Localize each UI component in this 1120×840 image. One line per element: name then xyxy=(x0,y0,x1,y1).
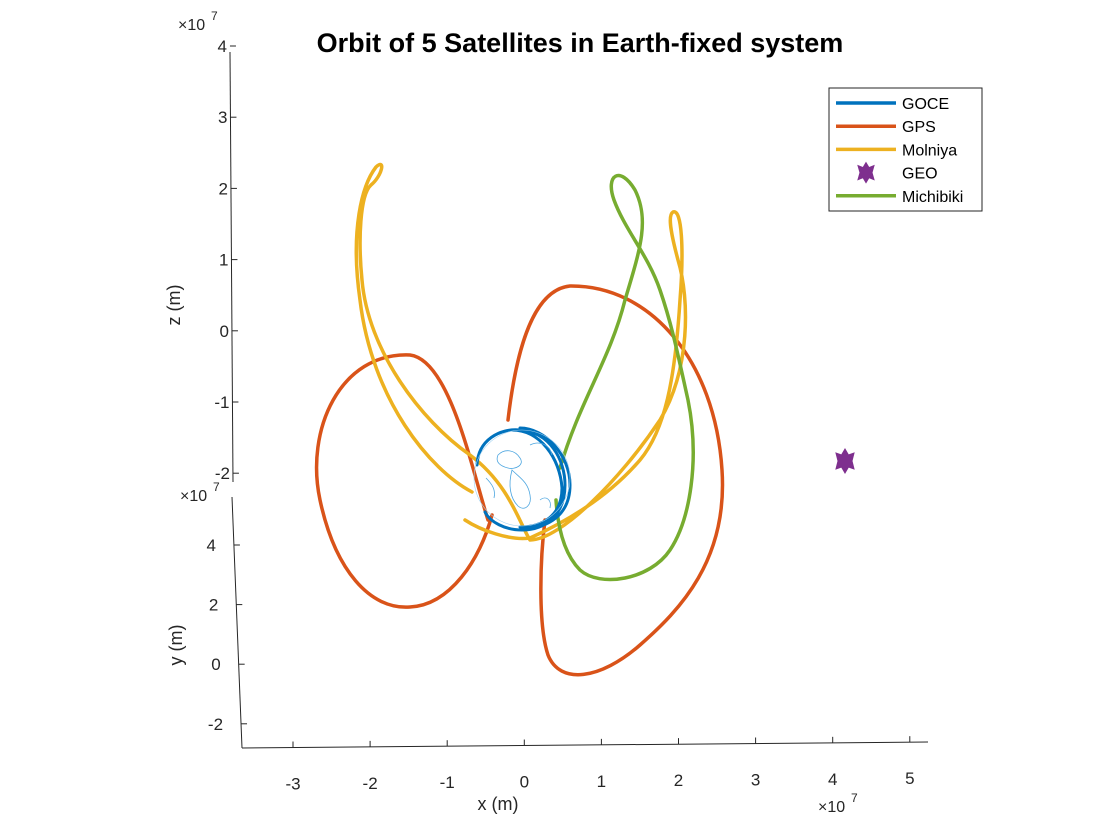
molniya-orbit-line xyxy=(354,163,688,542)
gps-orbit-line xyxy=(314,284,725,677)
z-tick-label: 1 xyxy=(219,251,228,270)
legend-swatch xyxy=(857,161,875,184)
y-multiplier-exponent: 7 xyxy=(213,480,220,494)
z-tick-label: -1 xyxy=(214,393,229,412)
legend-item-gps: GPS xyxy=(836,119,936,136)
x-tick-label: 4 xyxy=(828,770,837,789)
y-axis-ticks: -2 0 2 4 xyxy=(206,536,248,734)
z-tick-label: 2 xyxy=(218,179,227,198)
x-tick-label: 0 xyxy=(520,773,529,792)
legend-item-goce: GOCE xyxy=(836,96,949,113)
x-tick-label: 2 xyxy=(674,771,683,790)
x-tick-label: -3 xyxy=(285,775,300,794)
legend-label: Michibiki xyxy=(902,189,963,206)
orbit-traces xyxy=(314,163,725,677)
y-tick-label: 0 xyxy=(211,655,220,674)
z-axis-line xyxy=(229,51,234,483)
goce-orbit-line xyxy=(475,426,572,532)
legend-item-geo: GEO xyxy=(857,161,938,184)
x-tick-label: 1 xyxy=(597,772,606,791)
y-tick-label: 4 xyxy=(206,536,215,555)
y-tick-label: 2 xyxy=(209,596,218,615)
z-tick-label: 3 xyxy=(218,108,227,127)
x-multiplier-exponent: 7 xyxy=(851,791,858,805)
x-tick-label: -2 xyxy=(363,774,378,793)
y-multiplier-base: ×10 xyxy=(180,488,207,505)
x-axis-label: x (m) xyxy=(478,794,519,814)
x-multiplier-base: ×10 xyxy=(818,799,845,816)
x-tick-label: 5 xyxy=(905,769,914,788)
x-axis-ticks: -3 -2 -1 0 1 2 3 4 5 xyxy=(285,736,915,794)
geo-marker xyxy=(835,448,855,474)
z-axis-label: z (m) xyxy=(164,285,184,326)
z-multiplier-exponent: 7 xyxy=(211,9,218,23)
x-tick-label: -1 xyxy=(440,773,455,792)
y-axis-multiplier: ×10 7 xyxy=(180,480,220,505)
x-tick-label: 3 xyxy=(751,771,760,790)
x-axis-line xyxy=(241,741,929,749)
legend-item-molniya: Molniya xyxy=(836,142,957,159)
legend: GOCE GPS Molniya GEO Michibiki xyxy=(828,87,983,212)
z-tick-label: 0 xyxy=(219,322,228,341)
y-axis-line xyxy=(231,496,243,749)
axes xyxy=(229,51,929,749)
x-axis-multiplier: ×10 7 xyxy=(818,791,858,816)
chart-title: Orbit of 5 Satellites in Earth-fixed sys… xyxy=(317,28,844,58)
earth-globe xyxy=(473,429,571,527)
legend-label: Molniya xyxy=(902,142,957,159)
z-tick-label: 4 xyxy=(217,37,226,56)
y-tick-label: -2 xyxy=(208,715,223,734)
legend-item-michibiki: Michibiki xyxy=(836,189,963,206)
legend-label: GEO xyxy=(902,166,938,183)
y-axis-label: y (m) xyxy=(166,625,186,666)
michibiki-orbit-line xyxy=(554,173,695,582)
z-axis-ticks: -2 -1 0 1 2 3 4 xyxy=(214,37,239,483)
z-tick-label: -2 xyxy=(215,464,230,483)
legend-label: GOCE xyxy=(902,96,949,113)
z-multiplier-base: ×10 xyxy=(178,17,205,34)
z-axis-multiplier: ×10 7 xyxy=(178,9,218,34)
legend-label: GPS xyxy=(902,119,936,136)
